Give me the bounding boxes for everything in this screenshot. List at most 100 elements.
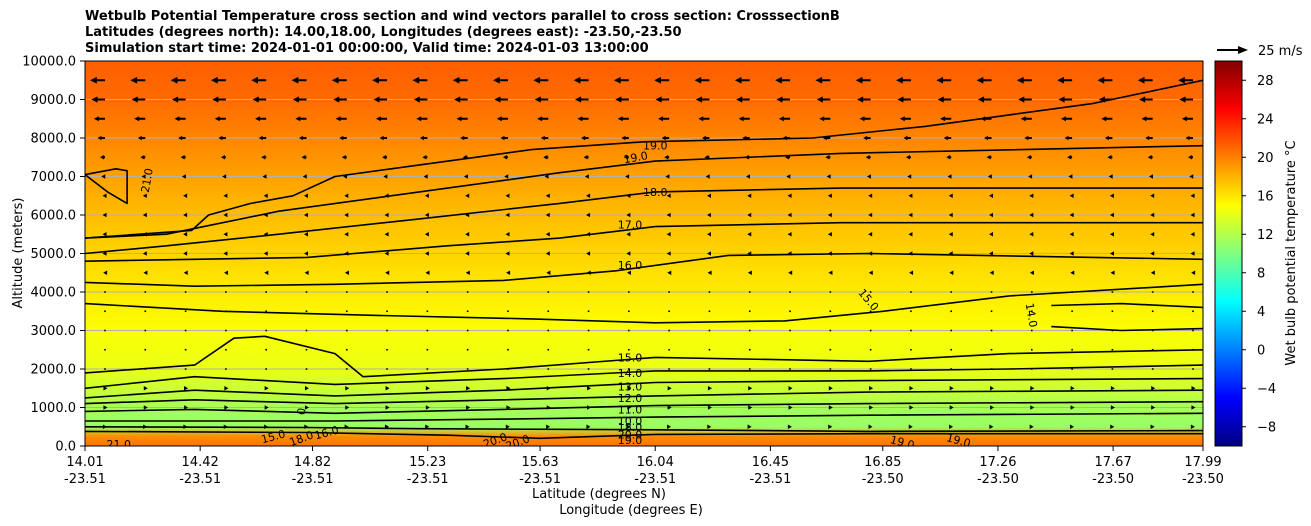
- wind-arrow-13-24: [1071, 329, 1073, 332]
- wind-arrow-8-12: [586, 232, 591, 237]
- wind-arrow-17-0-head: [103, 405, 108, 410]
- wind-arrow-12-3: [225, 310, 227, 313]
- wind-arrow-7-16: [747, 212, 752, 218]
- wind-arrow-5-2: [181, 174, 186, 179]
- wind-arrow-8-18: [827, 232, 832, 237]
- wind-arrow-16-23: [1030, 386, 1035, 391]
- contour-label-9: 15.0: [618, 351, 643, 364]
- wind-arrow-1-2-head: [171, 96, 179, 103]
- x-axis-ticks: 14.01 -23.51 14.42 -23.51 14.82 -23.51 15.23 -2…: [64, 446, 1224, 487]
- wind-arrow-12-17: [789, 310, 791, 313]
- wind-arrow-5-4: [262, 174, 267, 179]
- wind-arrow-10-5: [304, 270, 309, 275]
- wind-arrow-16-23-head: [1030, 386, 1035, 391]
- wind-arrow-8-0: [102, 232, 107, 237]
- wind-arrow-4-9-head: [462, 155, 467, 160]
- wind-arrow-9-6: [344, 251, 349, 256]
- wind-arrow-4-21-head: [946, 155, 951, 160]
- wind-arrow-4-20-head: [905, 155, 910, 160]
- wind-arrow-16-0-head: [103, 386, 108, 391]
- wind-arrow-13-6: [345, 329, 348, 332]
- wind-arrow-5-26-head: [1148, 174, 1153, 179]
- colorbar-tick-label-0: 28: [1257, 74, 1274, 89]
- wind-arrow-5-13: [625, 174, 630, 179]
- wind-arrow-11-0: [104, 291, 106, 293]
- x-tick-lat-9: 17.67: [1095, 455, 1132, 470]
- wind-arrow-1-7-head: [373, 96, 380, 103]
- wind-arrow-7-11: [545, 212, 550, 218]
- wind-arrow-0-15: [694, 76, 710, 84]
- wind-arrow-7-19-head: [868, 212, 873, 218]
- wind-arrow-8-16-head: [747, 232, 752, 237]
- wind-arrow-8-23: [1029, 232, 1034, 237]
- wind-arrow-14-7: [386, 348, 388, 351]
- wind-arrow-7-27: [1190, 212, 1195, 218]
- wind-arrow-4-3: [220, 155, 226, 160]
- contour-line-11: [85, 377, 1203, 399]
- wind-arrow-10-4: [264, 270, 269, 275]
- wind-arrow-13-22: [990, 329, 993, 332]
- wind-arrow-10-10-head: [506, 270, 511, 275]
- wind-arrow-6-26-head: [1150, 193, 1155, 198]
- wind-arrow-1-23: [1018, 96, 1032, 103]
- wind-arrow-2-3: [214, 116, 226, 122]
- wind-arrow-18-25-head: [1110, 424, 1115, 429]
- wind-arrow-5-8: [423, 174, 428, 179]
- wind-arrow-18-13: [626, 424, 631, 429]
- wind-arrow-16-15-head: [707, 386, 712, 391]
- wind-arrow-5-17-head: [786, 174, 791, 179]
- wind-arrow-3-6-head: [339, 135, 344, 141]
- wind-arrow-4-25: [1107, 155, 1113, 160]
- wind-arrow-8-5: [304, 232, 309, 237]
- wind-arrow-6-18-head: [827, 193, 832, 198]
- wind-arrow-15-22: [990, 368, 993, 370]
- wind-arrow-8-25: [1109, 232, 1114, 237]
- wind-arrow-3-8-head: [419, 135, 424, 141]
- wind-arrow-7-0: [102, 212, 107, 218]
- wind-arrow-7-20: [908, 212, 913, 218]
- wind-arrow-15-2: [184, 368, 187, 370]
- wind-arrow-5-20-head: [907, 174, 912, 179]
- wind-arrow-5-20: [907, 174, 912, 179]
- wind-arrow-2-5: [295, 116, 307, 122]
- wind-arrow-6-18: [827, 193, 832, 198]
- wind-arrow-1-18-head: [816, 96, 823, 103]
- wind-arrow-17-9: [466, 405, 471, 410]
- wind-arrow-9-25-head: [1109, 251, 1114, 256]
- wind-arrow-9-11-head: [545, 251, 550, 256]
- wind-arrow-3-14: [661, 135, 670, 141]
- wind-arrow-17-15-head: [707, 405, 712, 410]
- wind-arrow-18-24-head: [1069, 424, 1074, 429]
- contour-line-12: [85, 389, 1203, 405]
- wind-arrow-10-24-head: [1070, 270, 1075, 275]
- wind-arrow-15-21: [950, 368, 953, 370]
- wind-arrow-3-26-head: [1145, 135, 1150, 141]
- wind-arrow-10-20-head: [909, 270, 914, 275]
- wind-arrow-9-8: [424, 251, 429, 256]
- wind-arrow-8-15: [706, 232, 711, 237]
- wind-arrow-1-6-head: [333, 96, 340, 103]
- wind-arrow-14-18: [829, 348, 832, 351]
- wind-arrow-11-10: [507, 291, 509, 293]
- wind-arrow-18-11: [546, 424, 551, 429]
- wind-arrow-17-20: [909, 405, 914, 410]
- wind-arrow-6-2-head: [183, 193, 188, 198]
- wind-arrow-1-19: [856, 96, 871, 103]
- wind-arrow-1-1: [131, 96, 146, 103]
- wind-arrow-5-7-head: [383, 174, 388, 179]
- wind-arrow-16-1-head: [143, 386, 148, 391]
- wind-arrow-9-5: [304, 251, 309, 256]
- wind-arrow-2-3-head: [214, 116, 220, 122]
- wind-arrow-8-1: [142, 232, 147, 237]
- wind-arrow-6-24-head: [1069, 193, 1074, 198]
- wind-arrow-1-4: [252, 96, 267, 103]
- contour-line-10: [85, 364, 1203, 390]
- wind-arrow-7-2: [183, 212, 188, 218]
- wind-arrow-11-5: [305, 291, 308, 293]
- wind-arrow-12-9: [466, 310, 469, 313]
- contour-label-20: 16.0: [313, 424, 340, 443]
- wind-arrow-15-0: [104, 368, 106, 370]
- wind-arrow-8-11-head: [545, 232, 550, 237]
- wind-arrow-18-21: [949, 424, 954, 429]
- wind-arrow-4-6: [341, 155, 347, 160]
